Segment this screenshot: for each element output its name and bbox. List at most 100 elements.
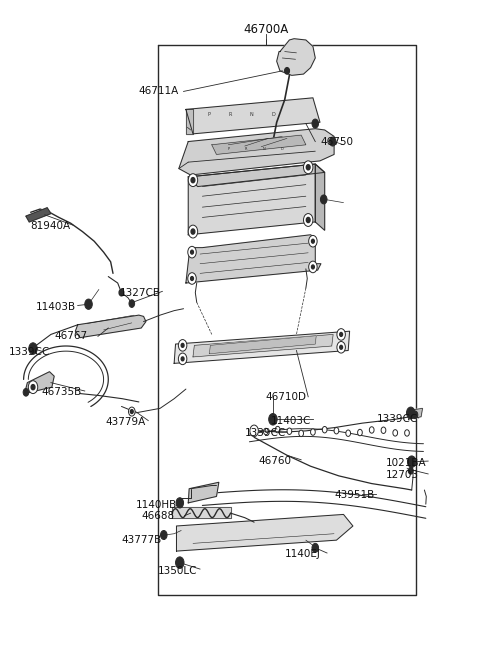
Circle shape: [285, 68, 289, 74]
Polygon shape: [193, 335, 333, 357]
Text: 43951B: 43951B: [334, 490, 374, 500]
Text: 1140EJ: 1140EJ: [285, 549, 321, 560]
Text: 46767: 46767: [54, 331, 87, 341]
Circle shape: [191, 250, 193, 254]
Text: 81940A: 81940A: [31, 222, 71, 232]
Circle shape: [334, 428, 339, 434]
Circle shape: [312, 543, 319, 552]
Text: 1350LC: 1350LC: [157, 566, 197, 576]
Text: 1339CC: 1339CC: [245, 428, 286, 438]
Circle shape: [176, 498, 183, 508]
Polygon shape: [188, 164, 315, 235]
Text: P: P: [208, 112, 211, 117]
Text: 1339CC: 1339CC: [9, 348, 50, 358]
Circle shape: [306, 217, 310, 222]
Circle shape: [28, 380, 38, 394]
Circle shape: [309, 236, 317, 247]
Circle shape: [381, 427, 386, 434]
Text: D: D: [280, 148, 283, 152]
Circle shape: [129, 407, 135, 416]
Text: 1339CC: 1339CC: [376, 415, 418, 424]
Circle shape: [340, 345, 343, 349]
Circle shape: [312, 239, 314, 243]
Circle shape: [340, 333, 343, 337]
Circle shape: [179, 353, 187, 365]
Polygon shape: [186, 235, 321, 283]
Polygon shape: [212, 135, 306, 154]
Circle shape: [287, 428, 292, 434]
Text: 46750: 46750: [320, 136, 353, 146]
Polygon shape: [188, 164, 324, 186]
Text: 1327CB: 1327CB: [120, 287, 161, 298]
Text: 12703: 12703: [386, 470, 419, 480]
Circle shape: [188, 273, 196, 284]
Text: N: N: [250, 112, 253, 117]
Circle shape: [29, 343, 37, 354]
Circle shape: [358, 429, 362, 436]
Text: 1021BA: 1021BA: [386, 458, 426, 468]
Text: D: D: [271, 112, 275, 117]
Polygon shape: [177, 514, 353, 551]
Circle shape: [405, 430, 409, 436]
Polygon shape: [209, 336, 316, 354]
Circle shape: [188, 225, 198, 238]
Polygon shape: [186, 98, 320, 134]
Circle shape: [31, 384, 35, 390]
Circle shape: [264, 428, 268, 435]
Text: R: R: [229, 112, 232, 117]
Polygon shape: [75, 315, 146, 338]
Text: 43779A: 43779A: [106, 417, 146, 427]
Polygon shape: [26, 208, 51, 222]
Text: 11403B: 11403B: [36, 302, 75, 312]
Text: P: P: [227, 148, 229, 152]
Polygon shape: [408, 408, 422, 419]
Polygon shape: [172, 506, 230, 518]
Circle shape: [311, 429, 315, 436]
Circle shape: [408, 468, 413, 474]
Circle shape: [23, 388, 29, 396]
Circle shape: [337, 329, 346, 340]
Circle shape: [191, 178, 195, 183]
Circle shape: [323, 426, 327, 433]
Circle shape: [309, 261, 317, 273]
Text: 1140HB: 1140HB: [135, 500, 177, 510]
Circle shape: [407, 407, 415, 419]
Circle shape: [188, 174, 198, 186]
Circle shape: [408, 456, 416, 468]
Text: 46700A: 46700A: [243, 23, 288, 36]
Text: 43777B: 43777B: [121, 535, 162, 545]
Text: 46760: 46760: [259, 456, 292, 466]
Circle shape: [306, 165, 310, 170]
Text: 46688: 46688: [141, 512, 174, 522]
Circle shape: [119, 289, 124, 296]
Circle shape: [276, 426, 280, 433]
Circle shape: [179, 340, 187, 351]
Circle shape: [303, 214, 313, 226]
Polygon shape: [186, 110, 193, 134]
Circle shape: [370, 427, 374, 433]
Polygon shape: [188, 482, 219, 503]
Circle shape: [393, 430, 397, 436]
Circle shape: [269, 413, 277, 425]
Circle shape: [129, 300, 134, 308]
Circle shape: [337, 342, 346, 353]
Polygon shape: [315, 164, 324, 230]
Circle shape: [181, 344, 184, 347]
Circle shape: [188, 247, 196, 258]
Circle shape: [176, 557, 184, 569]
Polygon shape: [276, 39, 315, 75]
Circle shape: [191, 229, 195, 234]
Text: 46710D: 46710D: [266, 392, 307, 401]
Circle shape: [181, 357, 184, 361]
Text: N: N: [263, 148, 265, 152]
Circle shape: [160, 531, 167, 539]
Text: 46711A: 46711A: [139, 87, 179, 96]
Circle shape: [303, 161, 313, 174]
Circle shape: [131, 409, 133, 413]
Text: R: R: [245, 148, 247, 152]
Polygon shape: [174, 331, 349, 363]
Circle shape: [329, 137, 336, 146]
Polygon shape: [24, 372, 54, 394]
Circle shape: [312, 265, 314, 269]
Circle shape: [191, 277, 193, 280]
